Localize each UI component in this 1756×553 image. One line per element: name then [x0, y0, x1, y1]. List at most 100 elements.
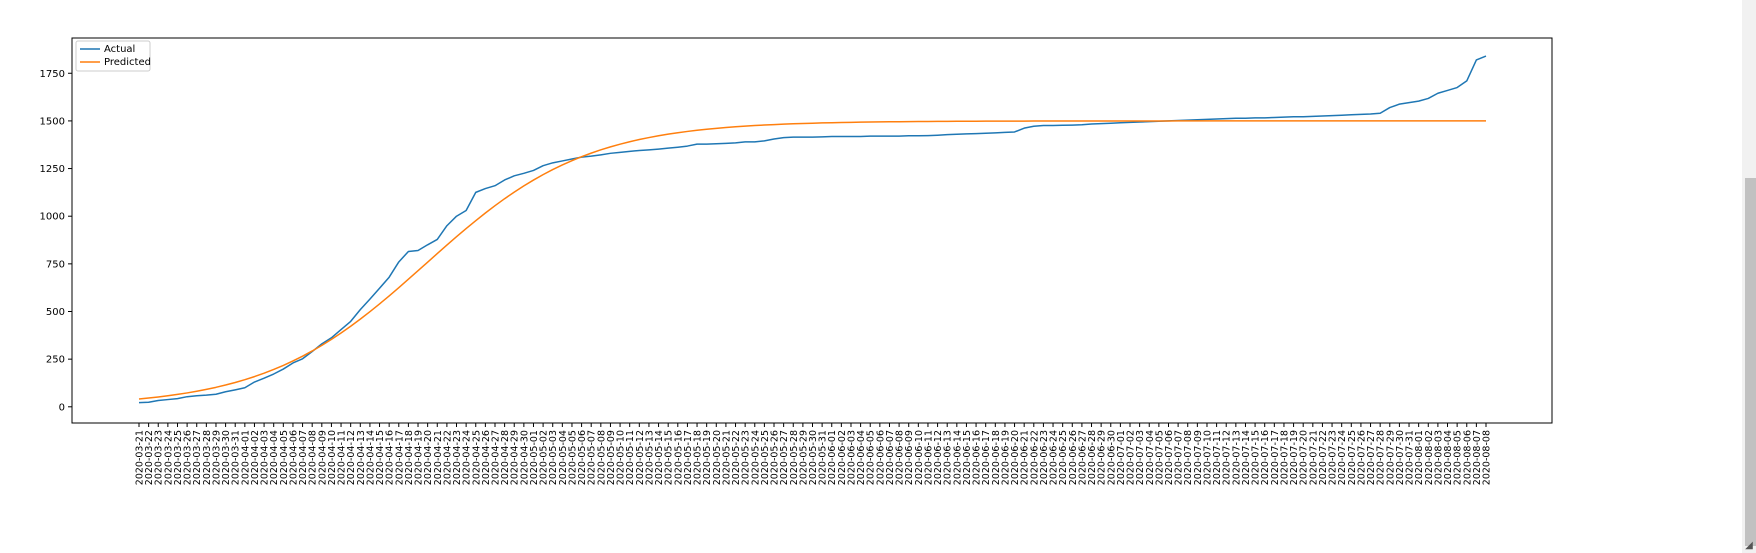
x-tick-label: 2020-05-27: [779, 430, 790, 485]
x-tick-label: 2020-03-27: [192, 430, 203, 485]
series-layer: [138, 55, 1487, 404]
x-tick-label: 2020-08-04: [1443, 430, 1454, 485]
x-tick-label: 2020-04-24: [462, 430, 473, 485]
x-tick-label: 2020-07-05: [1154, 430, 1165, 485]
x-tick-label: 2020-07-29: [1385, 430, 1396, 485]
x-tick-label: 2020-04-29: [510, 430, 521, 485]
x-tick-label: 2020-05-20: [712, 430, 723, 485]
x-tick-label: 2020-05-11: [625, 430, 636, 485]
resize-grip-icon[interactable]: ◢: [1745, 540, 1753, 551]
x-tick-label: 2020-05-29: [798, 430, 809, 485]
x-tick-label: 2020-04-22: [442, 430, 453, 485]
x-tick-label: 2020-07-06: [1164, 430, 1175, 485]
x-tick-label: 2020-03-26: [183, 430, 194, 485]
y-axis: 0 250 500 750 1000 1250 1500 1750: [40, 69, 72, 413]
x-tick-label: 2020-04-13: [356, 430, 367, 485]
x-tick-label: 2020-04-08: [308, 430, 319, 485]
x-tick-label: 2020-07-01: [1116, 430, 1127, 485]
x-tick-label: 2020-04-04: [269, 430, 280, 485]
x-tick-label: 2020-04-25: [471, 430, 482, 485]
x-tick-label: 2020-04-01: [240, 430, 251, 485]
y-tick-label: 1750: [40, 69, 65, 80]
x-tick-label: 2020-04-11: [337, 430, 348, 485]
x-tick-label: 2020-03-24: [163, 430, 174, 485]
x-tick-label: 2020-04-23: [452, 430, 463, 485]
x-tick-label: 2020-03-29: [211, 430, 222, 485]
x-tick-label: 2020-06-21: [1020, 430, 1031, 485]
legend: Actual Predicted: [75, 40, 151, 72]
x-tick-label: 2020-08-05: [1453, 430, 1464, 485]
x-tick-label: 2020-07-27: [1366, 430, 1377, 485]
x-tick-label: 2020-03-21: [135, 430, 146, 485]
x-tick-label: 2020-07-15: [1251, 430, 1262, 485]
x-tick-label: 2020-04-10: [327, 430, 338, 485]
x-tick-label: 2020-07-31: [1405, 430, 1416, 485]
x-tick-label: 2020-07-19: [1289, 430, 1300, 485]
x-tick-label: 2020-07-13: [1231, 430, 1242, 485]
x-tick-label: 2020-07-25: [1347, 430, 1358, 485]
x-tick-label: 2020-05-24: [750, 430, 761, 485]
x-tick-label: 2020-05-06: [577, 430, 588, 485]
x-tick-label: 2020-05-07: [587, 430, 598, 485]
x-tick-label: 2020-04-15: [375, 430, 386, 485]
x-tick-label: 2020-08-03: [1433, 430, 1444, 485]
x-tick-label: 2020-04-16: [385, 430, 396, 485]
x-tick-label: 2020-06-06: [875, 430, 886, 485]
x-tick-label: 2020-06-17: [981, 430, 992, 485]
x-tick-label: 2020-04-28: [500, 430, 511, 485]
x-tick-label: 2020-06-23: [1039, 430, 1050, 485]
x-tick-label: 2020-04-20: [423, 430, 434, 485]
x-tick-label: 2020-05-19: [702, 430, 713, 485]
x-tick-label: 2020-05-13: [644, 430, 655, 485]
x-tick-label: 2020-06-02: [837, 430, 848, 485]
x-tick-label: 2020-03-31: [231, 430, 242, 485]
x-tick-label: 2020-04-06: [288, 430, 299, 485]
x-tick-label: 2020-05-05: [567, 430, 578, 485]
x-tick-label: 2020-07-08: [1183, 430, 1194, 485]
x-tick-label: 2020-06-13: [943, 430, 954, 485]
x-tick-label: 2020-05-04: [558, 430, 569, 485]
x-tick-label: 2020-04-26: [481, 430, 492, 485]
x-tick-label: 2020-06-26: [1068, 430, 1079, 485]
x-tick-label: 2020-05-21: [721, 430, 732, 485]
x-tick-label: 2020-05-22: [731, 430, 742, 485]
x-tick-label: 2020-07-21: [1308, 430, 1319, 485]
x-tick-label: 2020-05-10: [616, 430, 627, 485]
x-tick-label: 2020-06-10: [914, 430, 925, 485]
x-tick-label: 2020-04-17: [394, 430, 405, 485]
x-tick-label: 2020-05-28: [789, 430, 800, 485]
x-tick-label: 2020-05-03: [548, 430, 559, 485]
y-tick-label: 1000: [40, 212, 65, 223]
x-tick-label: 2020-05-01: [529, 430, 540, 485]
x-tick-label: 2020-07-24: [1337, 430, 1348, 485]
x-tick-label: 2020-06-22: [1029, 430, 1040, 485]
x-tick-label: 2020-06-05: [866, 430, 877, 485]
x-tick-label: 2020-06-15: [962, 430, 973, 485]
x-tick-label: 2020-06-03: [846, 430, 857, 485]
x-tick-label: 2020-03-25: [173, 430, 184, 485]
series-line-actual: [138, 55, 1487, 404]
x-tick-label: 2020-07-04: [1145, 430, 1156, 485]
x-tick-label: 2020-06-25: [1058, 430, 1069, 485]
x-tick-label: 2020-05-14: [654, 430, 665, 485]
x-tick-label: 2020-07-10: [1202, 430, 1213, 485]
x-tick-label: 2020-06-07: [885, 430, 896, 485]
x-tick-label: 2020-04-27: [490, 430, 501, 485]
x-tick-label: 2020-07-26: [1356, 430, 1367, 485]
x-tick-label: 2020-06-09: [904, 430, 915, 485]
x-tick-label: 2020-07-23: [1328, 430, 1339, 485]
plot-area-background: [72, 38, 1552, 423]
x-tick-label: 2020-06-28: [1087, 430, 1098, 485]
series-line-predicted: [138, 120, 1486, 400]
x-tick-label: 2020-06-18: [991, 430, 1002, 485]
x-tick-label: 2020-05-31: [818, 430, 829, 485]
x-tick-label: 2020-06-19: [1000, 430, 1011, 485]
x-tick-label: 2020-05-08: [596, 430, 607, 485]
x-tick-label: 2020-05-17: [683, 430, 694, 485]
x-tick-label: 2020-07-16: [1260, 430, 1271, 485]
x-tick-label: 2020-03-28: [202, 430, 213, 485]
x-tick-label: 2020-07-18: [1279, 430, 1290, 485]
vertical-scrollbar-thumb[interactable]: [1745, 178, 1756, 546]
x-tick-label: 2020-06-30: [1106, 430, 1117, 485]
